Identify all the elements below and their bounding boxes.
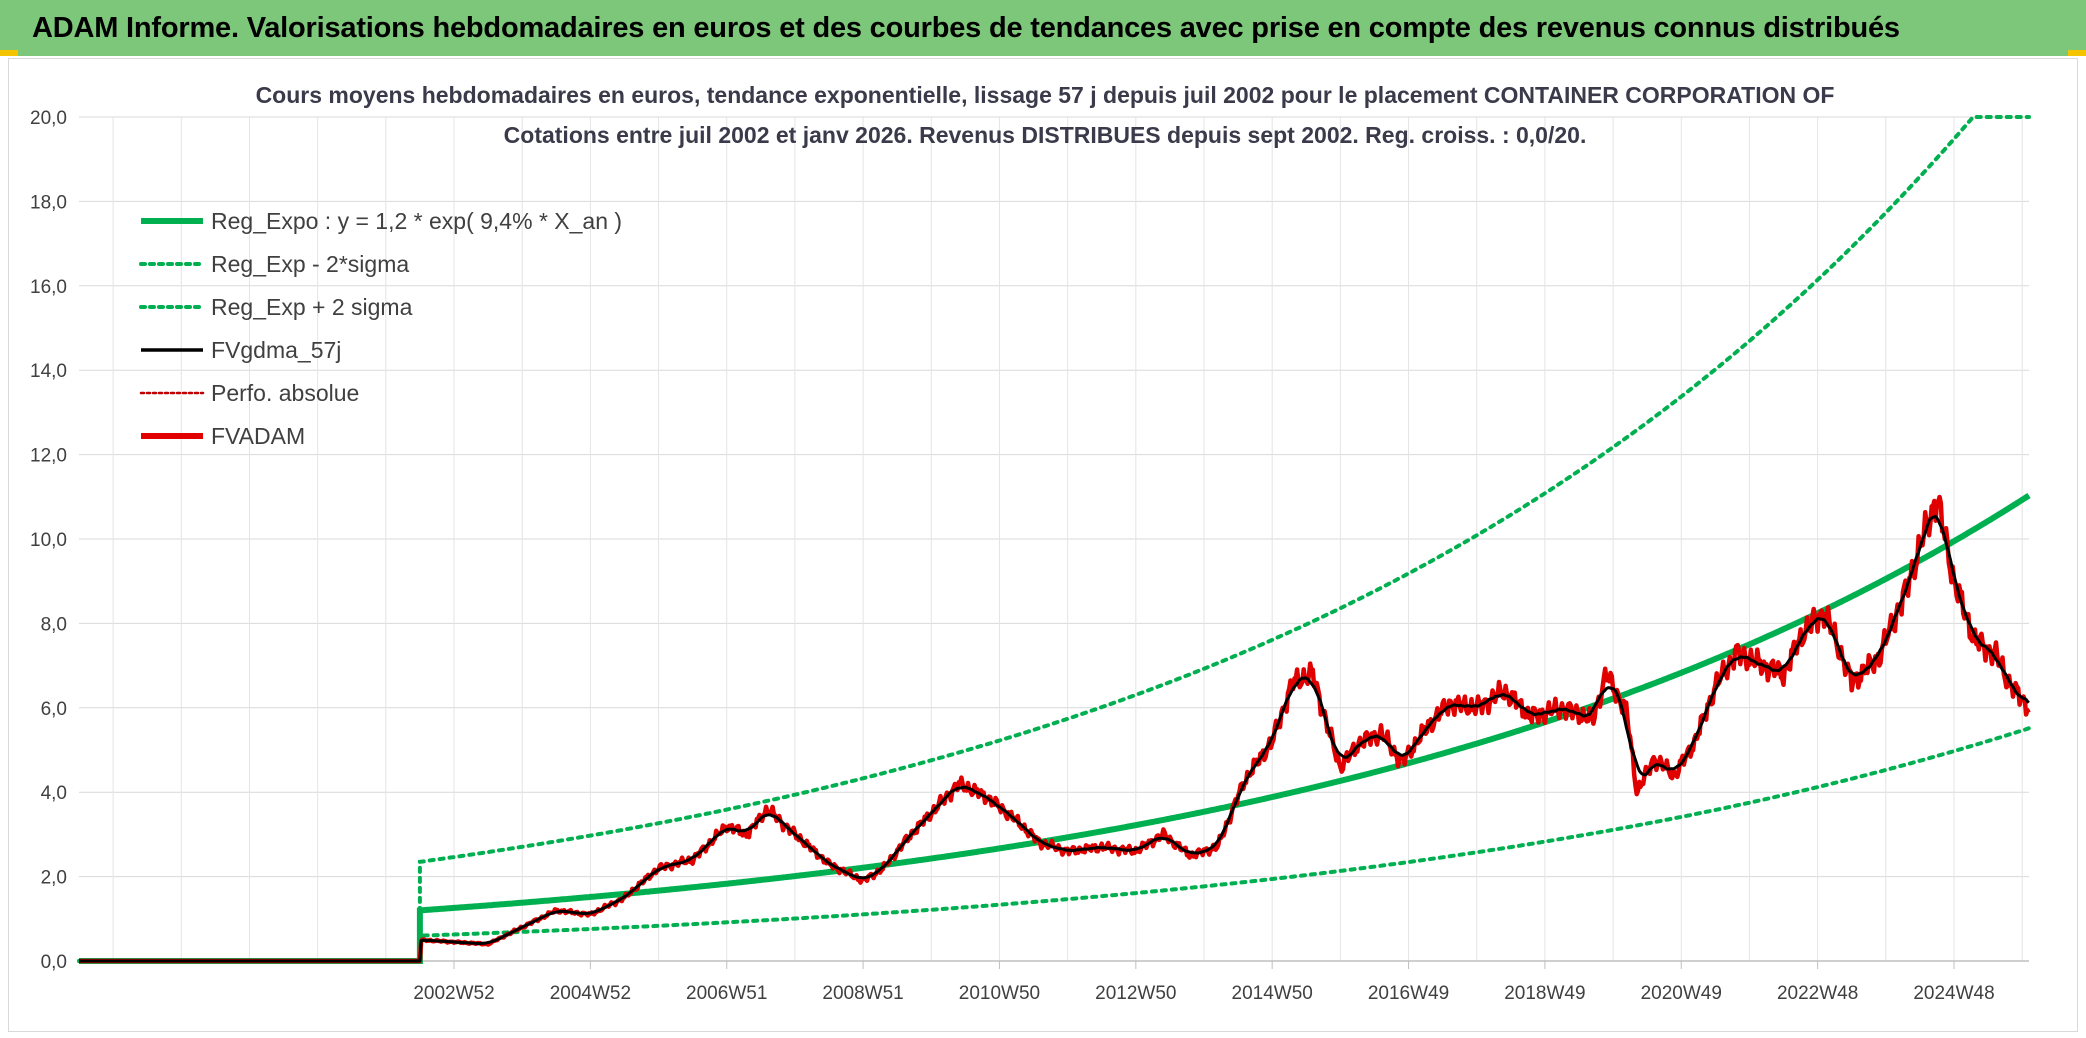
chart-title-line-2: Cotations entre juil 2002 et janv 2026. … [504, 122, 1587, 148]
x-tick-label: 2024W48 [1913, 983, 1994, 1004]
chart-series [77, 115, 2031, 964]
y-tick-label: 14,0 [30, 361, 67, 382]
x-tick-label: 2014W50 [1232, 983, 1313, 1004]
y-axis: 0,0 2,0 4,0 6,0 8,0 10,0 12,0 14,0 16,0 18,0 20,0 [30, 108, 67, 973]
corner-marker-left [0, 50, 18, 56]
series-reg-expo [79, 492, 2031, 964]
y-tick-label: 2,0 [41, 868, 67, 889]
gridlines [79, 116, 2029, 962]
legend-label: Reg_Expo : y = 1,2 * exp( 9,4% * X_an ) [211, 208, 622, 234]
series-fvadam [78, 494, 2031, 964]
legend-label: Perfo. absolue [211, 380, 359, 406]
x-axis: 2002W52 2004W52 2006W51 2008W51 2010W50 2012W… [79, 960, 2029, 1004]
chart-title-line-1: Cours moyens hebdomadaires en euros, ten… [256, 82, 1835, 108]
y-tick-label: 16,0 [30, 277, 67, 298]
x-tick-label: 2020W49 [1641, 983, 1722, 1004]
y-tick-label: 0,0 [41, 952, 67, 973]
x-tick-label: 2008W51 [822, 983, 903, 1004]
series-reg-exp-minus-2sigma [77, 726, 2031, 963]
x-tick-label: 2010W50 [959, 983, 1040, 1004]
series-reg-exp-plus-2sigma [77, 115, 2031, 963]
y-tick-label: 20,0 [30, 108, 67, 129]
header-banner: ADAM Informe. Valorisations hebdomadaire… [0, 0, 2086, 56]
y-tick-label: 18,0 [30, 192, 67, 213]
x-tick-label: 2012W50 [1095, 983, 1176, 1004]
x-tick-label: 2006W51 [686, 983, 767, 1004]
y-tick-label: 10,0 [30, 530, 67, 551]
chart-area: 0,0 2,0 4,0 6,0 8,0 10,0 12,0 14,0 16,0 18,0 20,0 … [8, 58, 2078, 1032]
header-title: ADAM Informe. Valorisations hebdomadaire… [32, 11, 1900, 44]
legend-label: Reg_Exp + 2 sigma [211, 294, 413, 320]
y-tick-label: 8,0 [41, 614, 67, 635]
x-tick-label: 2022W48 [1777, 983, 1858, 1004]
legend-label: Reg_Exp - 2*sigma [211, 251, 409, 277]
line-chart: 0,02,04,06,08,010,012,014,016,018,020,0 … [30, 82, 2031, 1004]
legend-label: FVADAM [211, 423, 305, 449]
x-tick-label: 2018W49 [1504, 983, 1585, 1004]
x-tick-label: 2016W49 [1368, 983, 1449, 1004]
y-tick-label: 6,0 [41, 699, 67, 720]
y-tick-label: 4,0 [41, 783, 67, 804]
series-fvgdma-57j [78, 514, 2030, 963]
chart-legend: Reg_Expo : y = 1,2 * exp( 9,4% * X_an ) R… [139, 208, 622, 449]
x-tick-label: 2002W52 [413, 983, 494, 1004]
y-tick-label: 12,0 [30, 446, 67, 467]
legend-label: FVgdma_57j [211, 337, 341, 363]
x-tick-label: 2004W52 [550, 983, 631, 1004]
corner-marker-right [2068, 50, 2086, 56]
